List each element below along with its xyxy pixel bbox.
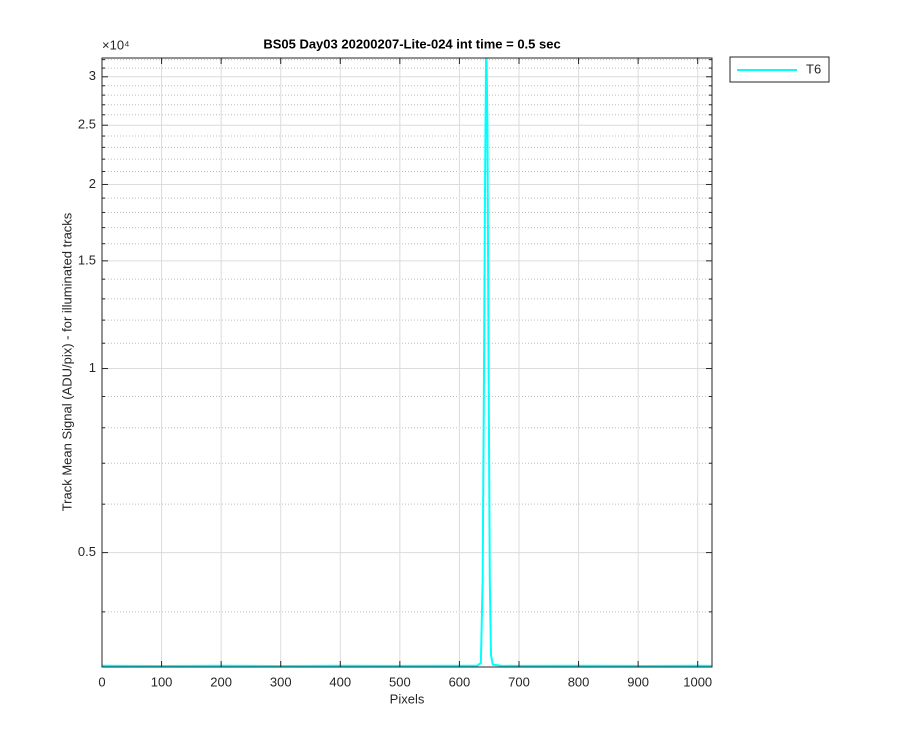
x-tick-label: 900 [627,674,649,689]
y-axis-label: Track Mean Signal (ADU/pix) - for illumi… [59,212,74,511]
y-exponent-label: ×10⁴ [102,37,130,52]
x-tick-label: 0 [98,674,105,689]
y-tick-label: 2.5 [78,117,96,132]
x-tick-label: 100 [151,674,173,689]
grid [101,58,712,667]
x-tick-label: 400 [329,674,351,689]
x-tick-label: 700 [508,674,530,689]
legend: T6 [729,56,830,83]
x-tick-label: 1000 [683,674,712,689]
y-tick-label: 1 [89,360,96,375]
plot-area [102,58,712,667]
x-axis-label: Pixels [390,691,425,706]
x-tick-label: 200 [210,674,232,689]
x-tick-label: 800 [568,674,590,689]
series-line [102,58,712,667]
series-layer [102,58,712,667]
y-tick-label: 1.5 [78,252,96,267]
x-tick-label: 500 [389,674,411,689]
ticks: 0.5 1 1.5 2 2.5 3 0 100 200 300 400 500 600 700 800 900… [78,58,712,689]
y-tick-label: 3 [89,68,96,83]
y-tick-label: 0.5 [78,544,96,559]
axes-box [101,57,713,668]
x-tick-label: 600 [449,674,471,689]
legend-label: T6 [806,61,821,76]
y-tick-label: 2 [89,176,96,191]
x-tick-label: 300 [270,674,292,689]
chart-title: BS05 Day03 20200207-Lite-024 int time = … [263,36,560,51]
